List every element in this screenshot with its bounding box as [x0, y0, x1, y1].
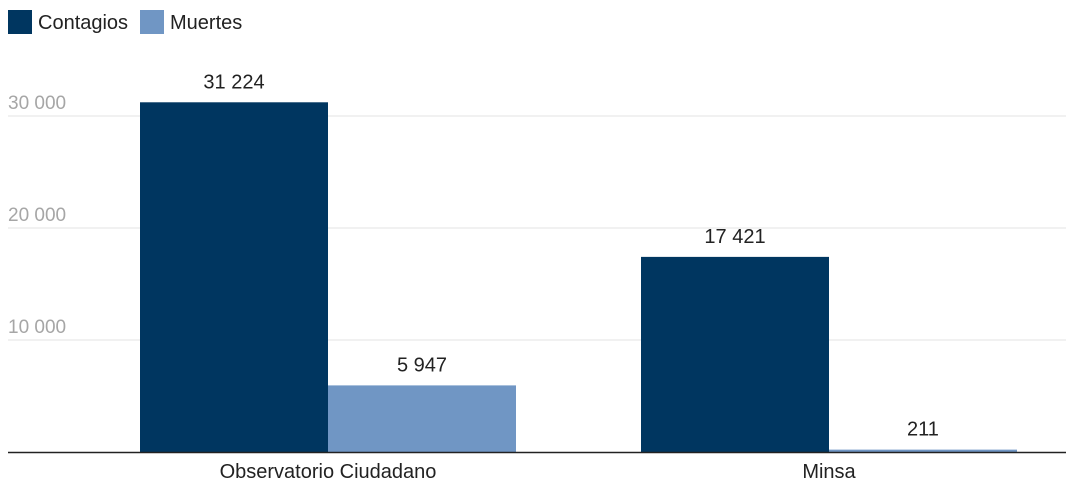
legend-label-contagios: Contagios: [38, 12, 128, 34]
x-tick-label-minsa: Minsa: [802, 461, 856, 481]
x-tick-label-observatorio-ciudadano: Observatorio Ciudadano: [220, 461, 437, 481]
y-axis-ticks: 10 000 20 000 30 000: [8, 93, 66, 338]
legend-swatch-muertes: [140, 10, 164, 34]
bar-muertes-minsa: [829, 449, 1017, 452]
y-tick-label-20000: 20 000: [8, 205, 66, 226]
legend: Contagios Muertes: [8, 10, 242, 34]
bar-contagios-minsa: [641, 256, 829, 452]
data-label-contagios-observatorio-ciudadano: 31 224: [203, 71, 264, 93]
data-labels: 31 224 5 947 17 421 211: [203, 71, 939, 440]
legend-label-muertes: Muertes: [170, 12, 242, 34]
bar-contagios-observatorio-ciudadano: [140, 102, 328, 452]
data-label-muertes-observatorio-ciudadano: 5 947: [397, 354, 447, 376]
legend-swatch-contagios: [8, 10, 32, 34]
bar-muertes-observatorio-ciudadano: [328, 385, 516, 452]
data-label-muertes-minsa: 211: [907, 419, 939, 441]
data-label-contagios-minsa: 17 421: [704, 226, 765, 248]
x-axis-labels: Observatorio Ciudadano Minsa: [220, 461, 857, 481]
bars: [140, 102, 1017, 452]
y-tick-label-30000: 30 000: [8, 93, 66, 114]
y-tick-label-10000: 10 000: [8, 317, 66, 338]
